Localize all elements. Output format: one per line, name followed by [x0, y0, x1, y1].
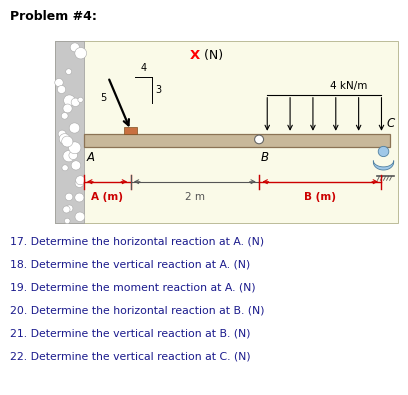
Circle shape: [61, 113, 68, 119]
Polygon shape: [55, 41, 84, 223]
Circle shape: [62, 165, 68, 171]
Circle shape: [65, 193, 73, 201]
Circle shape: [66, 69, 72, 75]
Circle shape: [75, 193, 84, 202]
Text: 4: 4: [140, 63, 146, 73]
Text: B (m): B (m): [304, 192, 336, 201]
Circle shape: [55, 79, 63, 87]
Text: 21. Determine the vertical reaction at B. (N): 21. Determine the vertical reaction at B…: [10, 329, 251, 339]
Text: 18. Determine the vertical reaction at A. (N): 18. Determine the vertical reaction at A…: [10, 260, 251, 270]
Text: X: X: [190, 49, 200, 62]
Text: 19. Determine the moment reaction at A. (N): 19. Determine the moment reaction at A. …: [10, 283, 256, 293]
Text: (N): (N): [200, 49, 223, 62]
Circle shape: [63, 104, 72, 113]
Circle shape: [69, 142, 81, 154]
Circle shape: [58, 130, 66, 138]
Circle shape: [76, 176, 85, 185]
Text: B: B: [261, 150, 269, 164]
Circle shape: [69, 151, 78, 160]
Text: 2 m: 2 m: [185, 192, 205, 201]
Text: 17. Determine the horizontal reaction at A. (N): 17. Determine the horizontal reaction at…: [10, 237, 264, 247]
Polygon shape: [373, 160, 394, 170]
Circle shape: [71, 98, 80, 107]
Text: 5: 5: [100, 93, 106, 103]
Circle shape: [59, 134, 70, 144]
Text: 20. Determine the horizontal reaction at B. (N): 20. Determine the horizontal reaction at…: [10, 306, 265, 316]
Text: A (m): A (m): [91, 192, 123, 201]
Circle shape: [63, 206, 70, 213]
Circle shape: [75, 212, 85, 222]
Circle shape: [60, 137, 68, 145]
Circle shape: [75, 179, 84, 187]
Circle shape: [62, 136, 73, 147]
Circle shape: [58, 85, 66, 94]
Circle shape: [255, 135, 264, 144]
Text: A: A: [87, 150, 95, 164]
Circle shape: [78, 97, 83, 102]
Text: 3: 3: [155, 85, 161, 95]
Circle shape: [69, 123, 80, 133]
Text: 22. Determine the vertical reaction at C. (N): 22. Determine the vertical reaction at C…: [10, 352, 251, 361]
Circle shape: [64, 95, 75, 106]
Circle shape: [71, 161, 81, 170]
Text: Problem #4:: Problem #4:: [10, 10, 97, 23]
Polygon shape: [84, 134, 390, 147]
Text: C: C: [387, 117, 395, 130]
Circle shape: [66, 205, 73, 212]
Circle shape: [378, 146, 389, 156]
Circle shape: [75, 47, 86, 59]
Polygon shape: [55, 41, 398, 223]
Circle shape: [64, 218, 70, 224]
Circle shape: [63, 150, 75, 162]
Circle shape: [70, 43, 80, 52]
Polygon shape: [124, 126, 137, 134]
Text: 4 kN/m: 4 kN/m: [330, 81, 368, 91]
